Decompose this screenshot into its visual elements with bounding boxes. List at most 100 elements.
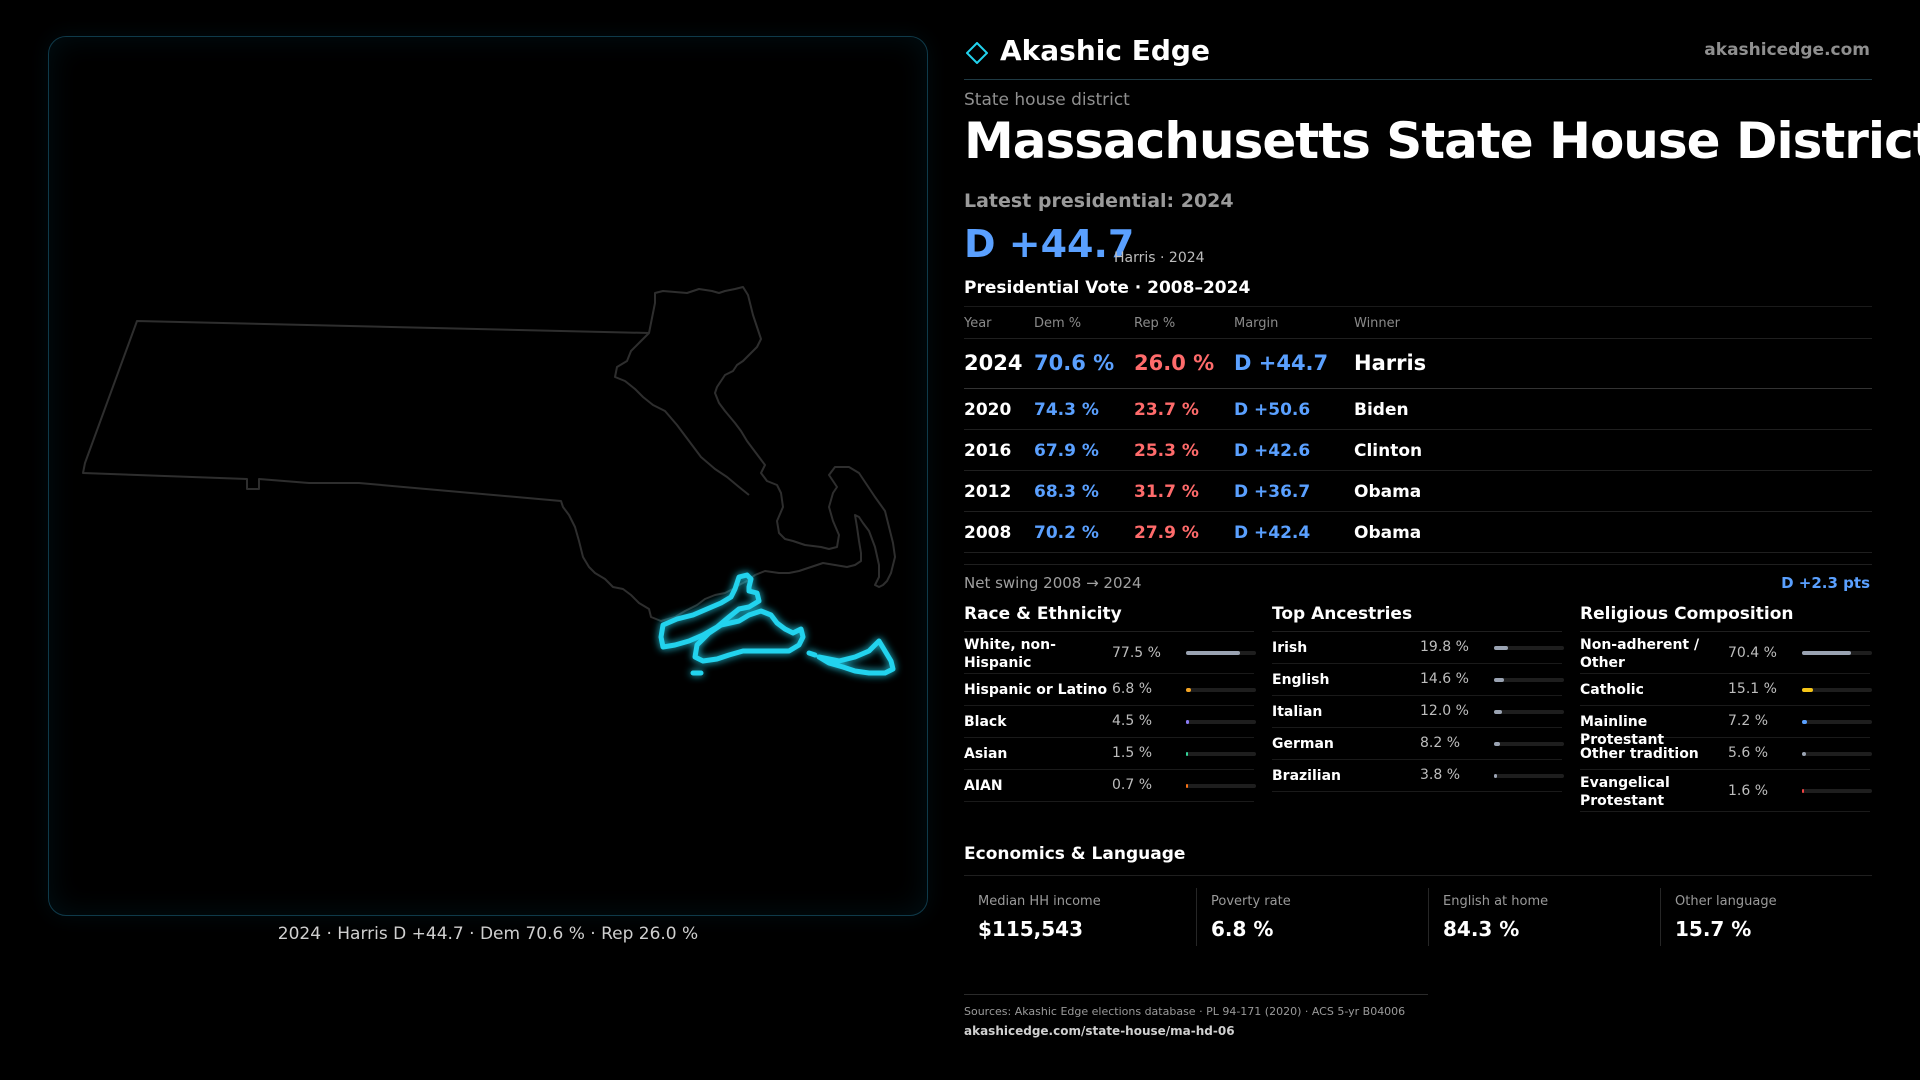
swing-label: Net swing 2008 → 2024 bbox=[964, 574, 1142, 592]
race-row: Black 4.5 % bbox=[964, 706, 1256, 738]
row-margin: D +50.6 bbox=[1234, 400, 1311, 420]
race-bar-track bbox=[1186, 688, 1256, 692]
table-row: 2008 70.2 % 27.9 % D +42.4 Obama bbox=[964, 512, 1872, 553]
econ-label: Median HH income bbox=[978, 894, 1101, 909]
race-bar-track bbox=[1186, 651, 1256, 655]
row-dem: 74.3 % bbox=[1034, 400, 1099, 420]
religion-row: Mainline Protestant 7.2 % bbox=[1580, 706, 1872, 748]
ancestry-label: Irish bbox=[1272, 640, 1308, 656]
ancestry-bar-fill bbox=[1494, 646, 1508, 650]
ancestry-bar-fill bbox=[1494, 678, 1505, 682]
econ-poverty: Poverty rate 6.8 % bbox=[1196, 888, 1414, 946]
race-bar-track bbox=[1186, 720, 1256, 724]
religion-bar-track bbox=[1802, 720, 1872, 724]
race-label: AIAN bbox=[964, 778, 1003, 794]
swing-value: D +2.3 pts bbox=[1781, 574, 1870, 592]
latest-sub: Harris · 2024 bbox=[1114, 250, 1205, 266]
religion-label: Other tradition bbox=[1580, 746, 1699, 762]
page-title: Massachusetts State House District 6 bbox=[964, 112, 1920, 170]
econ-value: 84.3 % bbox=[1443, 917, 1520, 941]
religion-bar-track bbox=[1802, 688, 1872, 692]
table-row: 2020 74.3 % 23.7 % D +50.6 Biden bbox=[964, 389, 1872, 430]
religion-bar-fill bbox=[1802, 688, 1813, 692]
religion-bar-track bbox=[1802, 752, 1872, 756]
col-year: Year bbox=[964, 316, 992, 331]
row-winner: Harris bbox=[1354, 351, 1427, 375]
religion-pct: 1.6 % bbox=[1728, 783, 1769, 799]
row-year: 2020 bbox=[964, 400, 1012, 420]
econ-label: English at home bbox=[1443, 894, 1549, 909]
religion-title: Religious Composition bbox=[1580, 600, 1870, 632]
ancestry-bar-fill bbox=[1494, 742, 1500, 746]
religion-pct: 15.1 % bbox=[1728, 681, 1777, 697]
district-6-shape[interactable] bbox=[658, 572, 896, 676]
ancestry-bar-track bbox=[1494, 774, 1564, 778]
sources-text: Sources: Akashic Edge elections database… bbox=[964, 1005, 1406, 1018]
table-row: 2012 68.3 % 31.7 % D +36.7 Obama bbox=[964, 471, 1872, 512]
brand-url[interactable]: akashicedge.com bbox=[1704, 40, 1870, 60]
sources-url[interactable]: akashicedge.com/state-house/ma-hd-06 bbox=[964, 1024, 1235, 1038]
ancestry-row: Italian 12.0 % bbox=[1272, 696, 1564, 728]
race-bar-fill bbox=[1186, 720, 1190, 724]
row-dem: 70.2 % bbox=[1034, 523, 1099, 543]
row-margin: D +42.6 bbox=[1234, 441, 1311, 461]
col-winner: Winner bbox=[1354, 316, 1401, 331]
ancestry-row: Irish 19.8 % bbox=[1272, 632, 1564, 664]
race-label: Hispanic or Latino bbox=[964, 682, 1108, 698]
district-island-middle[interactable] bbox=[692, 608, 806, 664]
state-outline bbox=[82, 286, 896, 622]
race-bar-fill bbox=[1186, 651, 1241, 655]
col-margin: Margin bbox=[1234, 316, 1279, 331]
district-map[interactable] bbox=[49, 37, 929, 917]
presidential-table: Year Dem % Rep % Margin Winner 2024 70.6… bbox=[964, 306, 1872, 553]
ancestry-bar-track bbox=[1494, 742, 1564, 746]
race-pct: 1.5 % bbox=[1112, 745, 1153, 761]
row-rep: 23.7 % bbox=[1134, 400, 1199, 420]
race-pct: 4.5 % bbox=[1112, 713, 1153, 729]
table-row: 2024 70.6 % 26.0 % D +44.7 Harris bbox=[964, 339, 1872, 389]
district-island-north[interactable] bbox=[658, 572, 762, 650]
race-row: AIAN 0.7 % bbox=[964, 770, 1256, 802]
ancestry-section: Top Ancestries Irish 19.8 % English 14.6 % I… bbox=[1272, 600, 1564, 792]
diamond-logo-icon bbox=[966, 42, 988, 64]
religion-row: Other tradition 5.6 % bbox=[1580, 738, 1872, 770]
row-year: 2016 bbox=[964, 441, 1012, 461]
econ-label: Poverty rate bbox=[1211, 894, 1291, 909]
map-caption: 2024 · Harris D +44.7 · Dem 70.6 % · Rep… bbox=[277, 924, 699, 944]
econ-value: 6.8 % bbox=[1211, 917, 1274, 941]
latest-label: Latest presidential: 2024 bbox=[964, 190, 1234, 212]
ancestry-pct: 19.8 % bbox=[1420, 639, 1469, 655]
religion-pct: 5.6 % bbox=[1728, 745, 1769, 761]
religion-label: Non-adherent / Other bbox=[1580, 637, 1700, 671]
row-rep: 31.7 % bbox=[1134, 482, 1199, 502]
district-islet-east[interactable] bbox=[806, 650, 818, 658]
race-section: Race & Ethnicity White, non-Hispanic 77.5… bbox=[964, 600, 1256, 802]
col-dem: Dem % bbox=[1034, 316, 1082, 331]
latest-margin: D +44.7 bbox=[964, 222, 1135, 266]
col-rep: Rep % bbox=[1134, 316, 1176, 331]
religion-bar-fill bbox=[1802, 789, 1804, 793]
race-label: White, non-Hispanic bbox=[964, 637, 1056, 671]
religion-pct: 70.4 % bbox=[1728, 645, 1777, 661]
religion-bar-fill bbox=[1802, 720, 1808, 724]
race-title: Race & Ethnicity bbox=[964, 600, 1254, 632]
net-swing: Net swing 2008 → 2024 D +2.3 pts bbox=[964, 564, 1872, 600]
map-panel[interactable] bbox=[48, 36, 928, 916]
row-year: 2008 bbox=[964, 523, 1012, 543]
presidential-heading: Presidential Vote · 2008–2024 bbox=[964, 278, 1251, 298]
econ-value: 15.7 % bbox=[1675, 917, 1752, 941]
district-kind: State house district bbox=[964, 90, 1130, 110]
ancestry-bar-track bbox=[1494, 710, 1564, 714]
ancestry-pct: 3.8 % bbox=[1420, 767, 1461, 783]
religion-bar-fill bbox=[1802, 651, 1852, 655]
race-bar-fill bbox=[1186, 752, 1188, 756]
ancestry-pct: 12.0 % bbox=[1420, 703, 1469, 719]
ancestry-row: Brazilian 3.8 % bbox=[1272, 760, 1564, 792]
row-winner: Clinton bbox=[1354, 441, 1423, 461]
row-margin: D +36.7 bbox=[1234, 482, 1311, 502]
row-winner: Biden bbox=[1354, 400, 1409, 420]
race-bar-fill bbox=[1186, 784, 1188, 788]
district-island-east[interactable] bbox=[816, 638, 896, 676]
sources: Sources: Akashic Edge elections database… bbox=[964, 994, 1428, 1038]
religion-label: Mainline Protestant bbox=[1580, 714, 1665, 748]
